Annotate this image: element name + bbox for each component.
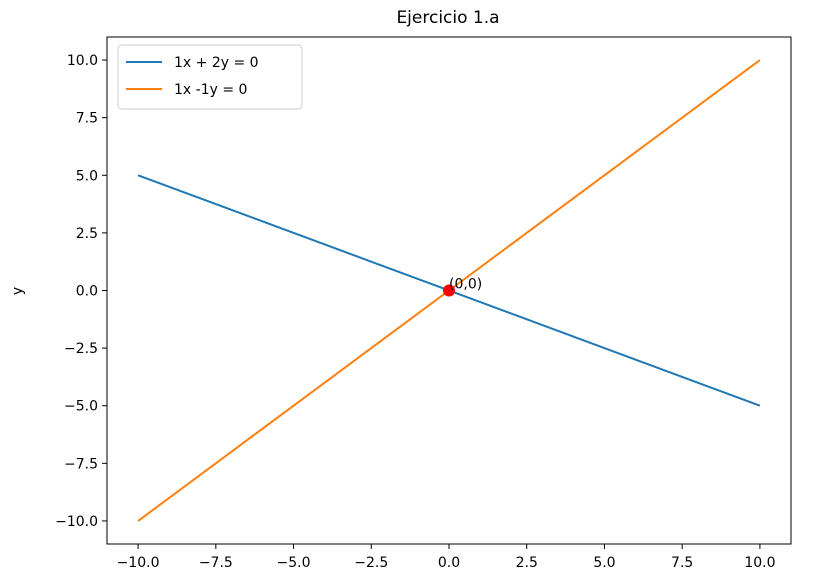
- x-tick-label: −10.0: [117, 555, 160, 571]
- x-tick-label: 7.5: [671, 555, 693, 571]
- legend: 1x + 2y = 0 1x -1y = 0: [117, 44, 303, 110]
- y-tick-label: 2.5: [76, 226, 98, 242]
- y-tick-label: 0.0: [76, 284, 98, 300]
- y-tick-label: 5.0: [76, 168, 98, 184]
- plot-border: [106, 36, 792, 545]
- legend-label-2: 1x -1y = 0: [174, 82, 247, 98]
- x-tick-label: 0.0: [438, 555, 460, 571]
- x-tick-label: −5.0: [277, 555, 311, 571]
- points-layer: (0,0): [443, 277, 482, 297]
- x-axis: −10.0 −7.5 −5.0 −2.5 0.0 2.5 5.0 7.5 10.0: [117, 544, 775, 571]
- y-tick-label: −7.5: [64, 456, 98, 472]
- x-tick-label: 2.5: [516, 555, 538, 571]
- y-tick-label: 7.5: [76, 111, 98, 127]
- x-tick-label: −7.5: [199, 555, 233, 571]
- y-tick-label: −10.0: [55, 514, 98, 530]
- y-axis: 10.0 7.5 5.0 2.5 0.0 −2.5 −5.0 −7.5 −10.0: [55, 53, 107, 530]
- y-tick-label: −2.5: [64, 341, 98, 357]
- legend-label-1: 1x + 2y = 0: [174, 55, 259, 71]
- point-label: (0,0): [449, 277, 482, 293]
- y-tick-label: −5.0: [64, 399, 98, 415]
- x-tick-label: −2.5: [354, 555, 388, 571]
- legend-box: [117, 44, 303, 110]
- y-tick-label: 10.0: [67, 53, 98, 69]
- x-tick-label: 5.0: [593, 555, 615, 571]
- x-tick-label: 10.0: [744, 555, 775, 571]
- chart-title: Ejercicio 1.a: [396, 8, 499, 28]
- intersection-point: [443, 284, 455, 297]
- y-axis-label: y: [10, 287, 26, 295]
